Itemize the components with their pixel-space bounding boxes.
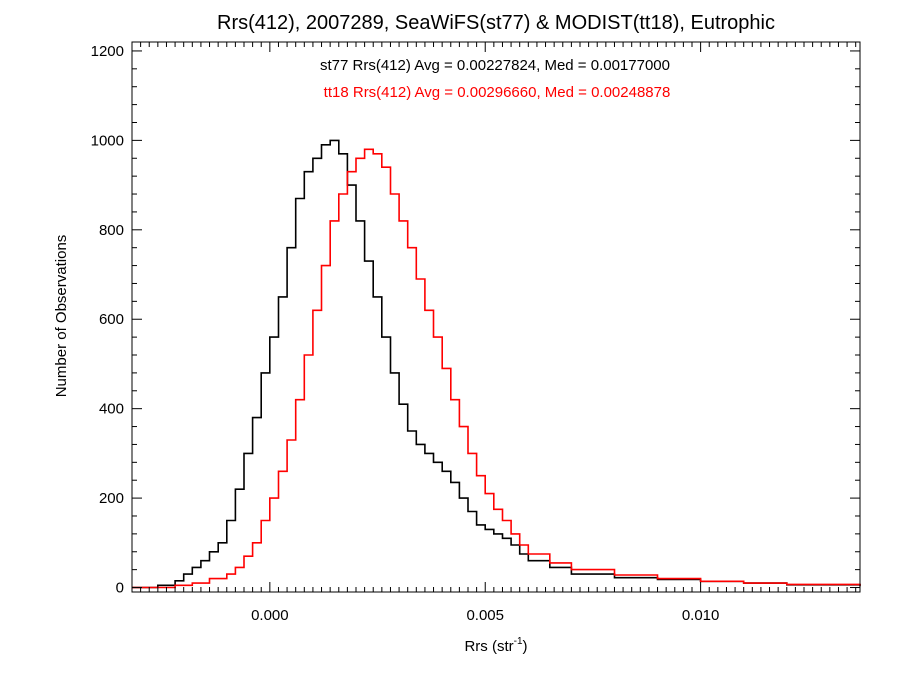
x-axis-label-close: ) [523, 638, 528, 655]
y-tick-label: 0 [116, 580, 124, 597]
y-tick-label: 200 [99, 490, 124, 507]
y-tick-label: 1000 [91, 132, 124, 149]
y-axis-label: Number of Observations [53, 235, 70, 398]
x-tick-label: 0.010 [682, 607, 720, 624]
y-tick-label: 800 [99, 222, 124, 239]
legend-tt18: tt18 Rrs(412) Avg = 0.00296660, Med = 0.… [324, 84, 671, 101]
plot-frame [131, 41, 861, 593]
series-layer [132, 139, 861, 589]
x-axis-label-main: Rrs (str [464, 638, 513, 655]
y-tick-label: 1200 [91, 43, 124, 60]
y-tick-label: 600 [99, 311, 124, 328]
y-tick-label: 400 [99, 401, 124, 418]
chart-title: Rrs(412), 2007289, SeaWiFS(st77) & MODIS… [217, 12, 775, 34]
x-tick-label: 0.000 [251, 607, 289, 624]
x-tick-label: 0.005 [466, 607, 504, 624]
axis-layer: 0 200 400 600 800 1000 1200 0.000 0.005 0.010 [91, 42, 860, 624]
x-axis-label-sup: -1 [514, 636, 523, 647]
x-axis-label: Rrs (str-1) [464, 636, 527, 655]
legend-st77: st77 Rrs(412) Avg = 0.00227824, Med = 0.… [320, 57, 670, 74]
series-line-tt18 [132, 148, 861, 589]
series-line-st77 [132, 139, 861, 589]
